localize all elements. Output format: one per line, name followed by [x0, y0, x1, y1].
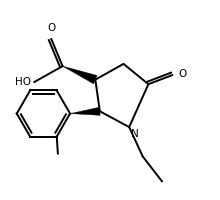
- Polygon shape: [63, 66, 97, 84]
- Text: O: O: [47, 23, 55, 33]
- Text: HO: HO: [15, 77, 31, 87]
- Text: N: N: [131, 129, 139, 139]
- Text: O: O: [179, 69, 187, 79]
- Polygon shape: [70, 107, 100, 115]
